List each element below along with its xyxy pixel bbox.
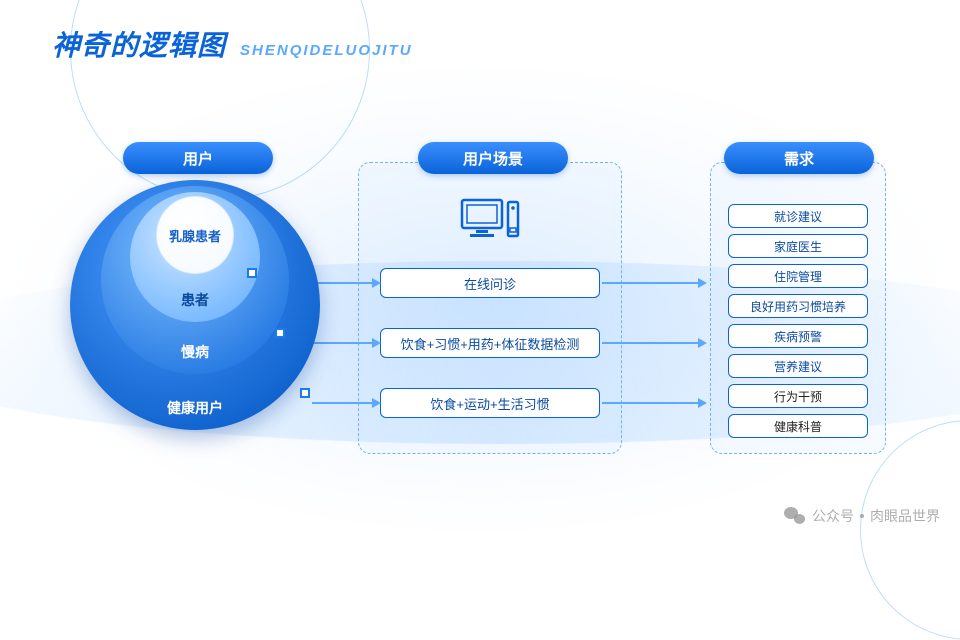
scene-item: 在线问诊 — [380, 268, 600, 298]
demand-item: 疾病预警 — [728, 324, 868, 348]
connector-marker — [275, 328, 285, 338]
connector-marker — [247, 268, 257, 278]
arrowhead-icon — [698, 338, 707, 348]
connector-line — [602, 282, 700, 284]
title-en: SHENQIDELUOJITU — [240, 42, 413, 59]
circle-level-1: 乳腺患者 — [156, 196, 234, 274]
arrowhead-icon — [372, 398, 381, 408]
connector-marker — [300, 388, 310, 398]
title-cn: 神奇的逻辑图 — [52, 24, 226, 64]
dot-icon — [860, 514, 864, 518]
demand-item: 良好用药习惯培养 — [728, 294, 868, 318]
scene-item: 饮食+习惯+用药+体征数据检测 — [380, 328, 600, 358]
concentric-diagram: 健康用户 慢病 患者 乳腺患者 — [70, 180, 320, 430]
watermark-prefix: 公众号 — [812, 506, 854, 526]
watermark-name: 肉眼品世界 — [870, 506, 940, 526]
arrowhead-icon — [372, 278, 381, 288]
computer-icon — [460, 196, 520, 249]
arrowhead-icon — [698, 398, 707, 408]
demand-item: 行为干预 — [728, 384, 868, 408]
circle-label-3: 慢病 — [181, 342, 209, 362]
demand-item: 住院管理 — [728, 264, 868, 288]
col-header-user: 用户 — [123, 142, 273, 174]
demand-item: 就诊建议 — [728, 204, 868, 228]
circle-label-4: 健康用户 — [167, 398, 223, 418]
circle-label-2: 患者 — [181, 290, 209, 310]
col-header-demand: 需求 — [724, 142, 874, 174]
arrowhead-icon — [372, 338, 381, 348]
connector-line — [602, 342, 700, 344]
arrowhead-icon — [698, 278, 707, 288]
wechat-icon — [784, 507, 806, 525]
watermark: 公众号 肉眼品世界 — [784, 506, 940, 526]
connector-line — [312, 402, 374, 404]
demand-item: 健康科普 — [728, 414, 868, 438]
circle-label-1: 乳腺患者 — [169, 226, 221, 245]
col-header-scene: 用户场景 — [418, 142, 568, 174]
title-row: 神奇的逻辑图 SHENQIDELUOJITU — [52, 24, 413, 64]
demand-item: 营养建议 — [728, 354, 868, 378]
connector-line — [602, 402, 700, 404]
demand-item: 家庭医生 — [728, 234, 868, 258]
scene-item: 饮食+运动+生活习惯 — [380, 388, 600, 418]
